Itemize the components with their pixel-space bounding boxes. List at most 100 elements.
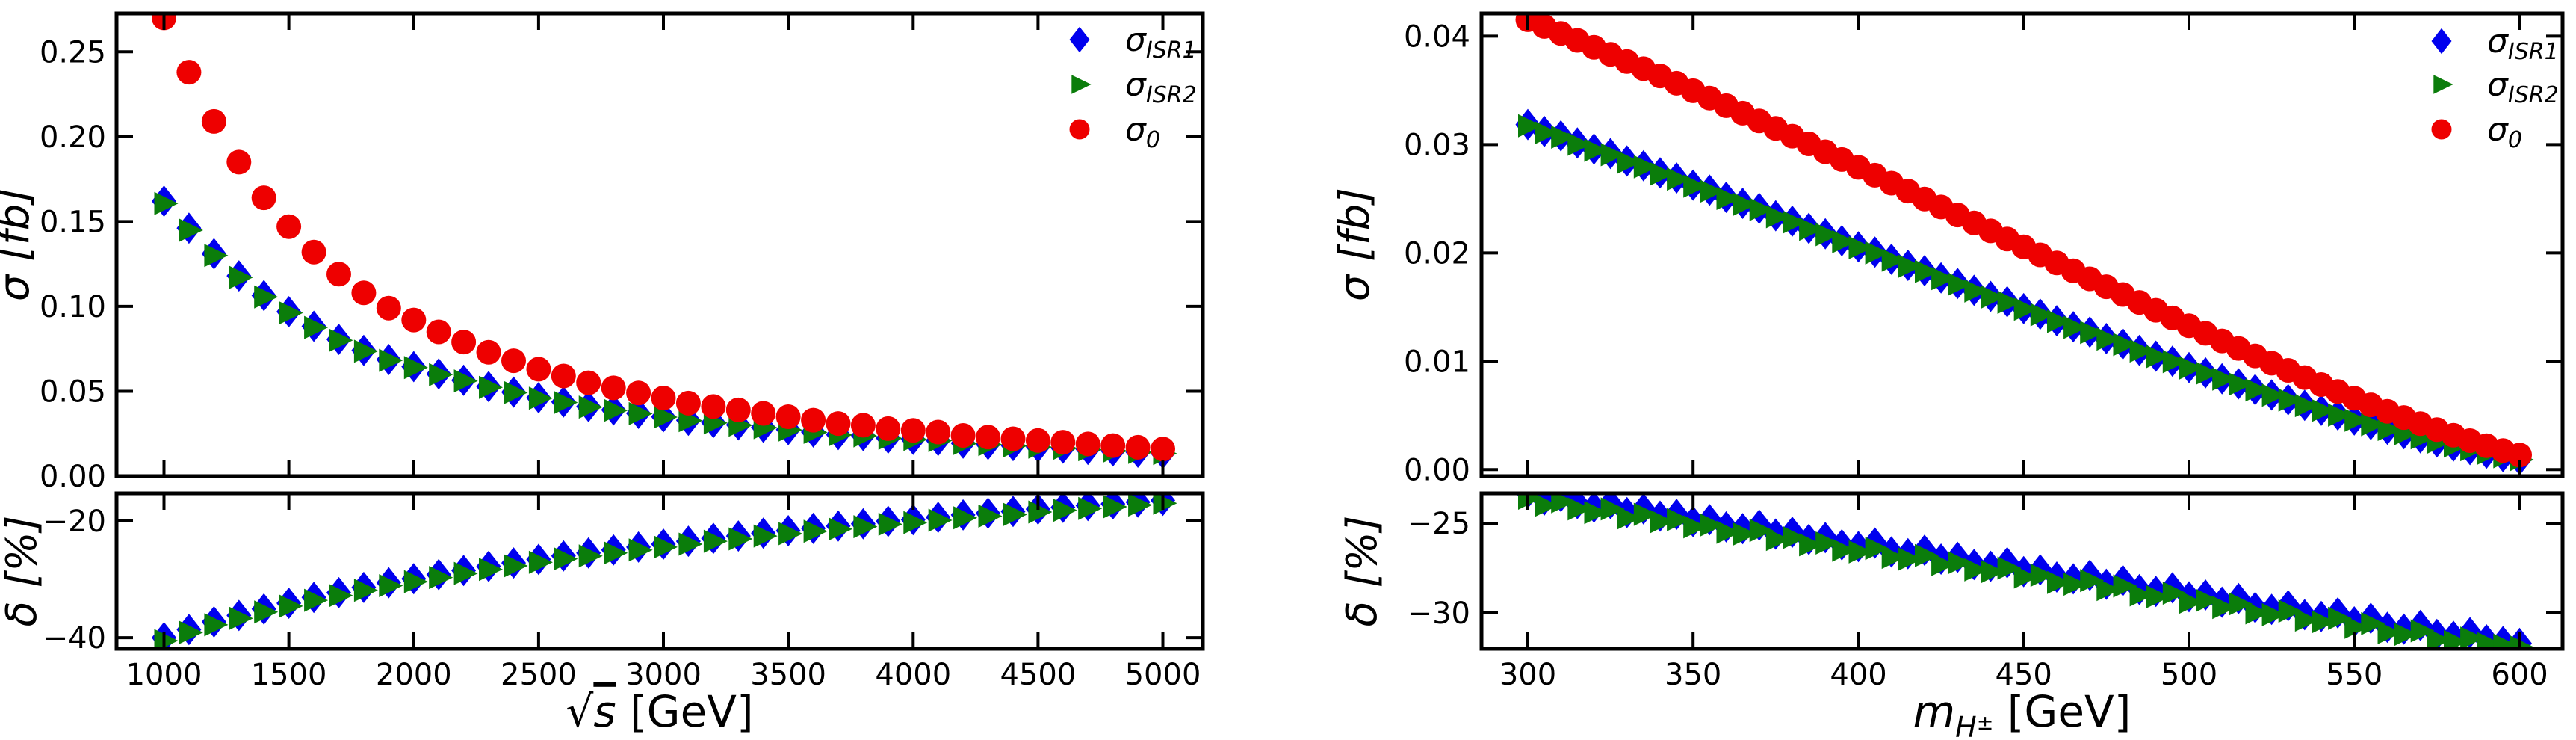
data-point-marker (829, 517, 852, 541)
y-tick-label: 0.00 (40, 460, 106, 494)
data-point-marker (1815, 531, 1840, 555)
data-point-marker (2212, 367, 2237, 391)
data-point-marker (204, 613, 229, 637)
data-point-marker (2229, 592, 2253, 616)
data-point-marker (429, 363, 453, 386)
data-point-marker (826, 411, 851, 437)
data-point-marker (279, 594, 303, 618)
data-point-marker (1799, 533, 1824, 557)
y-axis-label-sigma: σ [fb] (1331, 188, 1379, 301)
data-point-marker (2312, 398, 2335, 422)
data-point-marker (2460, 626, 2485, 647)
x-tick-label: 3500 (750, 658, 826, 692)
data-point-marker (1617, 150, 1641, 174)
data-point-marker (1964, 279, 1989, 303)
data-point-marker (1716, 187, 1741, 210)
series-σ_0-points (152, 15, 1175, 462)
data-point-marker (2013, 565, 2038, 589)
data-point-marker (326, 262, 351, 287)
data-point-marker (304, 315, 329, 339)
data-point-marker (201, 108, 226, 134)
legend-label: σISR2 (2487, 66, 2559, 108)
data-point-marker (1567, 132, 1592, 156)
x-tick-label: 550 (2326, 658, 2383, 692)
data-point-marker (2113, 333, 2137, 357)
data-point-marker (1103, 495, 1127, 519)
data-point-marker (2245, 378, 2270, 402)
data-point-marker (651, 386, 676, 410)
legend-item-σ_ISR1: σISR1 (1069, 21, 1197, 64)
data-point-marker (154, 191, 179, 215)
data-point-marker (976, 425, 1000, 450)
data-point-marker (276, 214, 302, 239)
data-point-marker (353, 339, 378, 363)
data-point-marker (1535, 495, 1559, 517)
data-point-marker (654, 405, 678, 429)
data-point-marker (2196, 361, 2220, 385)
data-point-marker (1765, 205, 1790, 229)
data-point-marker (728, 527, 753, 551)
series-δ_ISR2-points (154, 495, 1177, 647)
y-tick-label: 0.10 (40, 290, 106, 324)
data-point-marker (2312, 610, 2335, 634)
data-point-marker (353, 579, 378, 602)
x-axis-label: √s [GeV] (566, 686, 753, 737)
panel-frame (114, 11, 1205, 478)
data-point-marker (1881, 248, 1906, 272)
data-point-marker (1633, 155, 1658, 179)
data-point-marker (2261, 602, 2286, 626)
data-point-marker (476, 339, 501, 365)
data-point-marker (628, 538, 653, 562)
data-point-marker (1848, 235, 1873, 259)
data-point-marker (576, 370, 601, 395)
data-point-marker (2113, 574, 2137, 598)
data-point-marker (1151, 437, 1175, 462)
data-point-marker (254, 285, 279, 309)
data-point-marker (2179, 356, 2203, 380)
series-δ_ISR2-points (1518, 495, 2534, 647)
data-point-marker (2179, 591, 2203, 614)
data-point-marker (1749, 519, 1774, 543)
data-point-marker (1683, 515, 1708, 539)
data-point-marker (501, 348, 526, 374)
data-point-marker (1075, 431, 1100, 457)
y-tick-label: 0.20 (40, 120, 106, 155)
data-point-marker (578, 544, 603, 568)
data-point-marker (2129, 339, 2154, 363)
panel-frame (1479, 491, 2565, 651)
data-point-marker (528, 550, 553, 574)
data-point-marker (1948, 272, 1972, 296)
data-point-marker (1028, 500, 1053, 524)
data-point-marker (403, 356, 428, 380)
data-point-marker (176, 60, 202, 85)
data-point-marker (229, 265, 253, 289)
data-point-marker (1100, 433, 1126, 458)
data-point-marker (1948, 551, 1972, 575)
data-point-marker (451, 330, 477, 355)
data-point-marker (504, 554, 528, 578)
data-point-marker (876, 416, 901, 441)
data-point-marker (2162, 350, 2187, 374)
data-point-marker (1003, 502, 1027, 526)
x-tick-label: 500 (2161, 658, 2217, 692)
data-point-marker (2229, 372, 2253, 396)
data-point-marker (850, 413, 876, 438)
data-point-marker (1650, 162, 1674, 186)
data-point-marker (1125, 434, 1151, 460)
data-point-marker (953, 506, 978, 530)
data-point-marker (2328, 403, 2353, 427)
data-point-marker (778, 522, 803, 546)
data-point-marker (1783, 210, 1806, 234)
legend-label: σ0 (2487, 111, 2522, 153)
data-point-marker (654, 535, 678, 559)
data-point-marker (1815, 223, 1840, 247)
panel-frame (114, 491, 1205, 651)
x-tick-label: 5000 (1125, 658, 1201, 692)
data-point-marker (329, 584, 353, 608)
data-point-marker (2096, 327, 2121, 351)
data-point-marker (1765, 528, 1790, 552)
data-point-marker (878, 512, 902, 536)
data-point-marker (2410, 619, 2435, 643)
data-point-marker (928, 508, 953, 532)
